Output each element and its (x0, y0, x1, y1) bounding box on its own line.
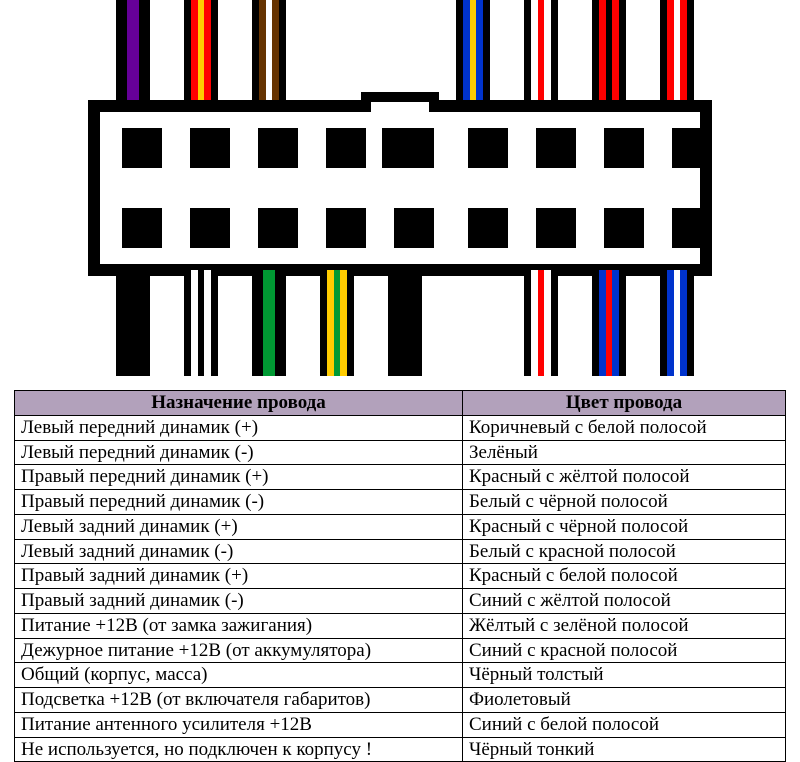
connector-pin (190, 128, 230, 168)
color-cell: Красный с белой полосой (463, 564, 786, 589)
color-cell: Синий с красной полосой (463, 638, 786, 663)
wire (116, 0, 150, 104)
wire (252, 0, 286, 104)
column-header-purpose: Назначение провода (15, 391, 463, 416)
table-row: Левый передний динамик (-)Зелёный (15, 440, 786, 465)
table-row: Левый задний динамик (+)Красный с чёрной… (15, 514, 786, 539)
wire (456, 0, 490, 104)
wire (252, 270, 286, 376)
connector-pin (468, 208, 508, 248)
wire (320, 270, 354, 376)
connector-pin (258, 128, 298, 168)
purpose-cell: Питание антенного усилителя +12В (15, 712, 463, 737)
connector-diagram (0, 0, 800, 380)
table-row: Левый передний динамик (+)Коричневый с б… (15, 415, 786, 440)
connector-pin (468, 128, 508, 168)
purpose-cell: Дежурное питание +12В (от аккумулятора) (15, 638, 463, 663)
wire (524, 0, 558, 104)
color-cell: Чёрный тонкий (463, 737, 786, 762)
connector-pin (326, 128, 366, 168)
table-row: Общий (корпус, масса)Чёрный толстый (15, 663, 786, 688)
table-header-row: Назначение провода Цвет провода (15, 391, 786, 416)
purpose-cell: Левый передний динамик (-) (15, 440, 463, 465)
table-row: Правый передний динамик (+)Красный с жёл… (15, 465, 786, 490)
wire (592, 0, 626, 104)
wire (388, 270, 422, 376)
wire (660, 0, 694, 104)
wire (660, 270, 694, 376)
connector-pin (536, 128, 576, 168)
table-row: Правый задний динамик (+)Красный с белой… (15, 564, 786, 589)
table-row: Подсветка +12В (от включателя габаритов)… (15, 688, 786, 713)
color-cell: Красный с жёлтой полосой (463, 465, 786, 490)
connector-pin (326, 208, 366, 248)
color-cell: Синий с белой полосой (463, 712, 786, 737)
color-cell: Жёлтый с зелёной полосой (463, 613, 786, 638)
purpose-cell: Правый задний динамик (-) (15, 589, 463, 614)
connector-pin (258, 208, 298, 248)
connector-pin (122, 128, 162, 168)
color-cell: Синий с жёлтой полосой (463, 589, 786, 614)
wire (116, 270, 150, 376)
column-header-color: Цвет провода (463, 391, 786, 416)
color-cell: Зелёный (463, 440, 786, 465)
wire (184, 270, 218, 376)
table-row: Правый задний динамик (-)Синий с жёлтой … (15, 589, 786, 614)
purpose-cell: Правый задний динамик (+) (15, 564, 463, 589)
purpose-cell: Левый задний динамик (+) (15, 514, 463, 539)
purpose-cell: Питание +12В (от замка зажигания) (15, 613, 463, 638)
color-cell: Красный с чёрной полосой (463, 514, 786, 539)
purpose-cell: Левый передний динамик (+) (15, 415, 463, 440)
wire (184, 0, 218, 104)
purpose-cell: Подсветка +12В (от включателя габаритов) (15, 688, 463, 713)
connector-pin (190, 208, 230, 248)
table-row: Питание антенного усилителя +12ВСиний с … (15, 712, 786, 737)
color-cell: Белый с красной полосой (463, 539, 786, 564)
table-row: Не используется, но подключен к корпусу … (15, 737, 786, 762)
color-cell: Белый с чёрной полосой (463, 490, 786, 515)
connector-pin (672, 208, 712, 248)
wiring-table: Назначение провода Цвет провода Левый пе… (14, 390, 786, 762)
wire (524, 270, 558, 376)
purpose-cell: Не используется, но подключен к корпусу … (15, 737, 463, 762)
color-cell: Чёрный толстый (463, 663, 786, 688)
color-cell: Фиолетовый (463, 688, 786, 713)
table-row: Питание +12В (от замка зажигания)Жёлтый … (15, 613, 786, 638)
purpose-cell: Правый передний динамик (+) (15, 465, 463, 490)
purpose-cell: Левый задний динамик (-) (15, 539, 463, 564)
purpose-cell: Общий (корпус, масса) (15, 663, 463, 688)
purpose-cell: Правый передний динамик (-) (15, 490, 463, 515)
connector-body (88, 100, 712, 276)
table-body: Левый передний динамик (+)Коричневый с б… (15, 415, 786, 762)
connector-pin (604, 208, 644, 248)
connector-pin (604, 128, 644, 168)
connector-pin (672, 128, 712, 168)
table-row: Дежурное питание +12В (от аккумулятора)С… (15, 638, 786, 663)
connector-pin (382, 128, 434, 168)
connector-pin (122, 208, 162, 248)
wire (592, 270, 626, 376)
table-row: Правый передний динамик (-)Белый с чёрно… (15, 490, 786, 515)
connector-pin (536, 208, 576, 248)
color-cell: Коричневый с белой полосой (463, 415, 786, 440)
table-row: Левый задний динамик (-)Белый с красной … (15, 539, 786, 564)
connector-tab (361, 92, 439, 112)
connector-pin (394, 208, 434, 248)
